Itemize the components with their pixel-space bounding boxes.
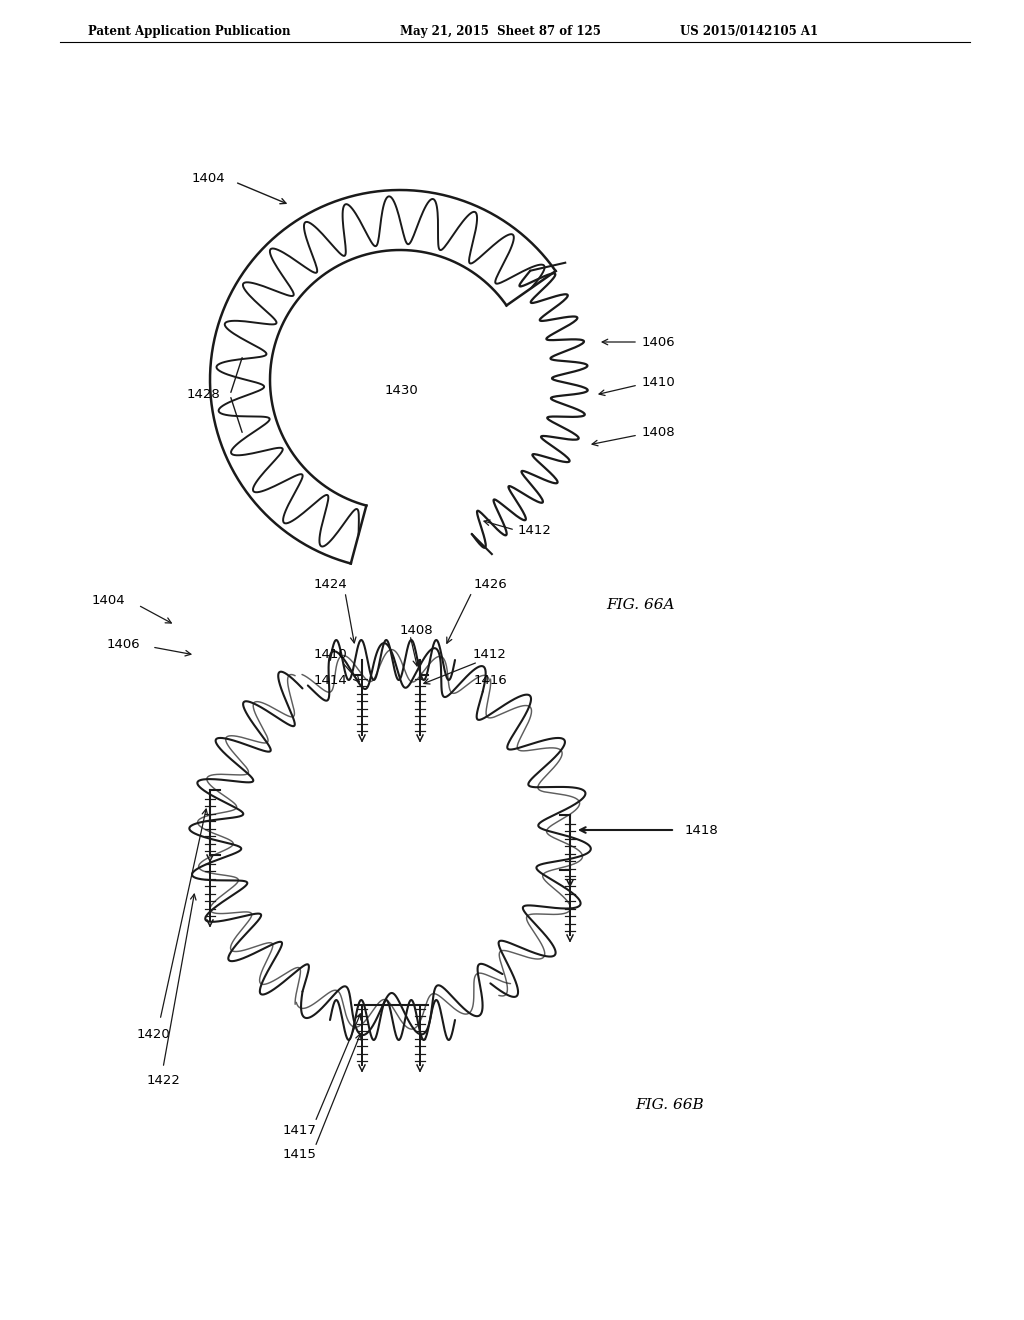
Text: 1410: 1410	[642, 375, 676, 388]
Text: Patent Application Publication: Patent Application Publication	[88, 25, 291, 38]
Text: 1414: 1414	[313, 673, 347, 686]
Text: 1420: 1420	[136, 1028, 170, 1041]
Text: 1408: 1408	[400, 623, 433, 636]
Text: FIG. 66A: FIG. 66A	[606, 598, 674, 612]
Text: 1408: 1408	[642, 425, 676, 438]
Text: 1430: 1430	[385, 384, 419, 396]
Text: 1422: 1422	[146, 1073, 180, 1086]
Text: 1406: 1406	[642, 335, 676, 348]
Text: 1412: 1412	[473, 648, 507, 661]
Text: 1406: 1406	[106, 639, 140, 652]
Text: 1412: 1412	[518, 524, 552, 536]
Text: 1426: 1426	[473, 578, 507, 591]
Text: May 21, 2015  Sheet 87 of 125: May 21, 2015 Sheet 87 of 125	[400, 25, 601, 38]
Text: 1404: 1404	[191, 172, 225, 185]
Text: 1415: 1415	[283, 1148, 317, 1162]
Text: 1410: 1410	[313, 648, 347, 661]
Text: 1417: 1417	[283, 1123, 317, 1137]
Text: 1424: 1424	[313, 578, 347, 591]
Text: US 2015/0142105 A1: US 2015/0142105 A1	[680, 25, 818, 38]
Text: FIG. 66B: FIG. 66B	[636, 1098, 705, 1111]
Text: 1404: 1404	[91, 594, 125, 606]
Text: 1416: 1416	[473, 673, 507, 686]
Text: 1418: 1418	[685, 824, 719, 837]
Text: 1428: 1428	[186, 388, 220, 401]
